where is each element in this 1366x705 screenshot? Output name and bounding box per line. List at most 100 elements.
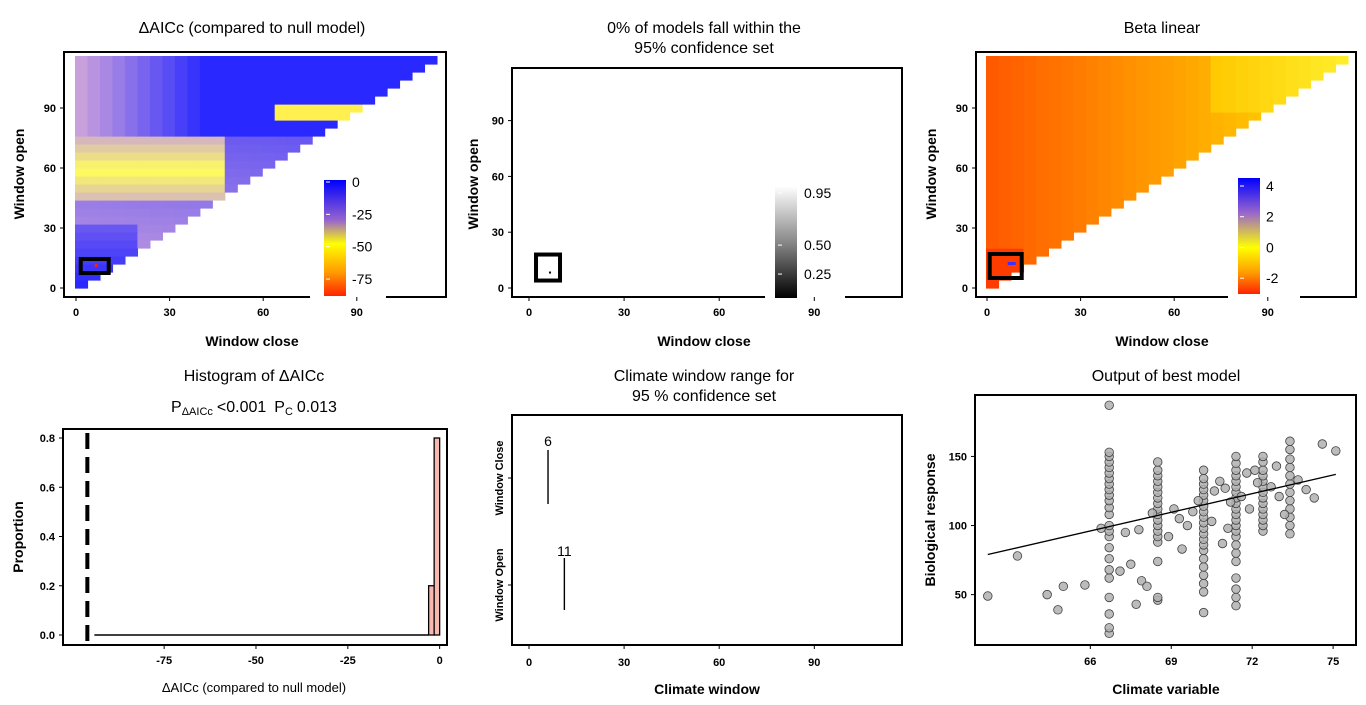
heat-cell [162, 160, 176, 169]
heat-cell [124, 208, 138, 217]
heat-cell [287, 96, 301, 105]
heat-cell [99, 240, 114, 249]
heat-cell [124, 232, 138, 241]
heat-cell [324, 56, 338, 65]
heat-cell [137, 232, 151, 241]
heat-cell [1023, 96, 1037, 105]
scatter-point [1153, 556, 1163, 567]
heat-cell [1160, 88, 1174, 97]
scatter-point [1058, 581, 1069, 592]
heat-cell [1173, 80, 1187, 89]
heat-cell [1310, 72, 1324, 81]
heat-cell [1198, 80, 1212, 89]
confidence-title-line-2: 95% confidence set [634, 40, 774, 57]
scatter-point [1231, 451, 1241, 462]
x-tick-label: -75 [156, 655, 172, 667]
heat-cell [1085, 104, 1099, 113]
heat-cell [1173, 152, 1187, 161]
heat-cell [986, 168, 1000, 177]
heat-cell [187, 64, 201, 73]
heat-cell [149, 192, 163, 201]
heat-cell [1035, 160, 1049, 169]
confidence-y-axis-label: Window open [465, 139, 481, 230]
heat-cell [1085, 160, 1099, 169]
heat-cell [1285, 56, 1299, 65]
heat-cell [174, 56, 188, 65]
heat-cell [237, 128, 251, 137]
heat-cell [199, 88, 213, 97]
heat-cell [986, 112, 1000, 121]
heat-cell [87, 112, 101, 121]
heat-cell [99, 176, 114, 185]
heat-cell [1023, 120, 1037, 129]
heat-cell [998, 240, 1012, 249]
heat-cell [1060, 184, 1074, 193]
heat-cell [1235, 56, 1249, 65]
heat-cell [1160, 80, 1174, 89]
heat-cell [99, 112, 114, 121]
heat-cell [1060, 56, 1074, 65]
heat-cell [1148, 120, 1162, 129]
scatter-point [1198, 587, 1209, 597]
heat-cell [137, 152, 151, 161]
heat-cell [162, 192, 176, 201]
window-range-title-line-1: Climate window range for [614, 368, 795, 385]
heat-cell [998, 168, 1012, 177]
heat-cell [75, 200, 89, 209]
y-tick-label: 50 [955, 590, 967, 602]
heat-cell [162, 200, 176, 209]
heat-cell [1198, 88, 1212, 97]
heat-cell [1273, 64, 1287, 73]
x-tick-label: 60 [1168, 307, 1180, 319]
heat-cell [1060, 96, 1074, 105]
heat-cell [174, 192, 188, 201]
heat-cell [1210, 72, 1224, 81]
heat-cell [998, 136, 1012, 145]
heat-cell [998, 128, 1012, 137]
heat-cell [1173, 112, 1187, 121]
heat-cell [1110, 96, 1124, 105]
scatter-point [1231, 584, 1241, 594]
heat-cell [349, 88, 363, 97]
heat-cell [187, 80, 201, 89]
heat-cell [124, 56, 138, 65]
heat-cell [299, 104, 313, 113]
heat-cell [149, 216, 163, 225]
heat-cell [1023, 200, 1037, 209]
heat-cell [986, 104, 1000, 113]
heat-cell [212, 88, 226, 97]
heat-cell [1098, 144, 1112, 153]
x-tick-label: 30 [163, 307, 175, 319]
heat-cell [87, 240, 101, 249]
scatter-point [1153, 457, 1163, 467]
heat-cell [1223, 128, 1237, 137]
heat-cell [1098, 152, 1112, 161]
heat-cell [1160, 72, 1174, 81]
heat-cell [998, 88, 1012, 97]
heat-cell [1135, 144, 1149, 153]
heat-cell [1048, 216, 1062, 225]
heat-cell [1098, 96, 1112, 105]
legend-label: 0.50 [804, 237, 831, 253]
beta-colorbar [1238, 178, 1260, 294]
heat-cell [1135, 88, 1149, 97]
heat-cell [1098, 112, 1112, 121]
heat-cell [187, 72, 201, 81]
heat-cell [1085, 192, 1099, 201]
heat-cell [149, 208, 163, 217]
heat-cell [199, 200, 213, 209]
heat-cell [274, 136, 288, 145]
heat-cell [1210, 104, 1224, 113]
heat-cell [1010, 152, 1025, 161]
regression-line [987, 473, 1336, 556]
scatter-point [1163, 531, 1174, 542]
scatter-point [1285, 454, 1295, 464]
heat-cell [162, 80, 176, 89]
heat-cell [199, 128, 213, 137]
heat-cell [1123, 184, 1137, 193]
aicc-legend-labels: 0 -25 -50 -75 [326, 174, 372, 287]
heat-cell [986, 80, 1000, 89]
scatter-point [1331, 446, 1341, 456]
scatter-point [1177, 544, 1187, 554]
scatter-point [1231, 540, 1241, 550]
